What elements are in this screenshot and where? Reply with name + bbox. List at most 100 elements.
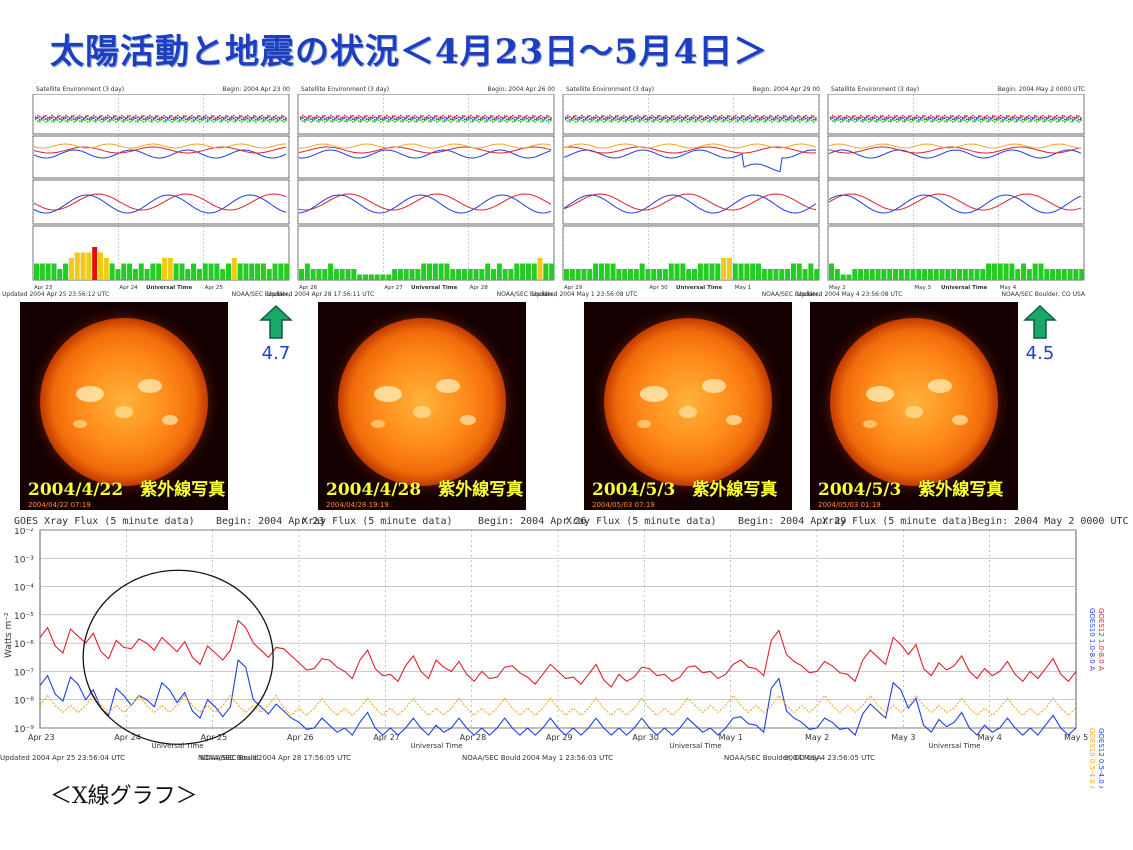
proton-flux-point xyxy=(695,116,697,118)
panel-x-tick: Apr 26 xyxy=(299,285,318,291)
proton-flux-point xyxy=(641,118,643,120)
proton-flux-point xyxy=(739,116,741,119)
proton-flux-point xyxy=(705,117,707,119)
proton-flux-point xyxy=(141,115,143,117)
sun-photo-timestamp: 2004/04/28 19:19 xyxy=(326,501,389,509)
proton-flux-point xyxy=(548,121,550,123)
proton-flux-point xyxy=(761,115,763,118)
kp-bar xyxy=(316,269,322,280)
proton-flux-point xyxy=(217,116,219,119)
proton-flux-point xyxy=(189,117,191,119)
proton-flux-point xyxy=(167,119,169,121)
proton-flux-point xyxy=(528,120,530,123)
proton-flux-point xyxy=(358,114,360,117)
proton-flux-point xyxy=(342,118,344,121)
proton-flux-point xyxy=(87,115,89,117)
proton-flux-point xyxy=(1076,116,1078,119)
proton-flux-point xyxy=(809,116,811,119)
proton-flux-point xyxy=(1066,117,1068,119)
proton-flux-point xyxy=(338,118,340,120)
proton-flux-point xyxy=(498,114,500,117)
electron-flux-line xyxy=(563,149,817,173)
proton-flux-point xyxy=(779,119,781,121)
proton-flux-point xyxy=(785,118,787,121)
proton-flux-point xyxy=(199,118,201,121)
proton-flux-point xyxy=(476,119,478,122)
proton-flux-point xyxy=(721,117,723,120)
proton-flux-point xyxy=(374,119,376,121)
proton-flux-point xyxy=(412,118,414,121)
proton-flux-point xyxy=(199,121,201,123)
proton-flux-point xyxy=(920,119,922,121)
proton-flux-point xyxy=(145,119,147,122)
proton-flux-point xyxy=(761,118,763,121)
proton-flux-point xyxy=(279,118,281,121)
proton-flux-point xyxy=(243,117,245,119)
proton-flux-point xyxy=(269,121,271,123)
proton-flux-point xyxy=(255,118,257,121)
proton-flux-point xyxy=(534,121,536,123)
proton-flux-point xyxy=(898,117,900,119)
proton-flux-point xyxy=(71,116,73,119)
proton-flux-point xyxy=(1006,119,1008,122)
proton-flux-point xyxy=(143,118,145,121)
proton-flux-point xyxy=(514,119,516,121)
proton-flux-point xyxy=(123,119,125,121)
proton-flux-point xyxy=(815,117,817,119)
proton-flux-point xyxy=(352,118,354,120)
proton-flux-point xyxy=(480,117,482,119)
proton-flux-point xyxy=(892,118,894,120)
proton-flux-point xyxy=(91,118,93,121)
proton-flux-point xyxy=(458,116,460,119)
proton-flux-point xyxy=(767,116,769,119)
kp-bar xyxy=(945,269,951,280)
proton-flux-point xyxy=(167,118,169,120)
panel-footer-right: NOAA/SEC Boulder, xyxy=(496,291,555,298)
proton-flux-point xyxy=(599,119,601,121)
proton-flux-point xyxy=(468,118,470,121)
kp-bar xyxy=(564,269,570,280)
proton-flux-point xyxy=(217,118,219,121)
proton-flux-point xyxy=(241,118,243,121)
proton-flux-point xyxy=(771,118,773,121)
proton-flux-point xyxy=(398,116,400,118)
proton-flux-point xyxy=(518,115,520,117)
proton-flux-point xyxy=(79,120,81,122)
proton-flux-point xyxy=(231,118,233,121)
proton-flux-point xyxy=(215,118,217,121)
kp-bar xyxy=(86,252,92,280)
proton-flux-point xyxy=(573,116,575,119)
proton-flux-point xyxy=(936,115,938,117)
proton-flux-point xyxy=(872,116,874,119)
proton-flux-point xyxy=(428,117,430,120)
proton-flux-point xyxy=(546,114,548,117)
proton-flux-point xyxy=(460,116,462,119)
kp-bar xyxy=(103,258,109,280)
proton-flux-point xyxy=(247,120,249,123)
proton-flux-point xyxy=(279,117,281,120)
proton-flux-point xyxy=(966,115,968,117)
proton-flux-point xyxy=(141,116,143,119)
proton-flux-point xyxy=(265,118,267,121)
proton-flux-point xyxy=(534,118,536,121)
proton-flux-point xyxy=(994,115,996,118)
proton-flux-point xyxy=(854,121,856,123)
proton-flux-point xyxy=(791,114,793,117)
proton-flux-point xyxy=(627,119,629,121)
proton-flux-point xyxy=(386,117,388,119)
proton-flux-point xyxy=(171,121,173,123)
proton-flux-point xyxy=(273,116,275,119)
kp-bar xyxy=(363,274,369,280)
proton-flux-point xyxy=(177,117,179,120)
electron-flux-line xyxy=(33,146,287,154)
proton-flux-point xyxy=(641,117,643,119)
proton-flux-point xyxy=(625,121,627,123)
proton-flux-point xyxy=(93,117,95,119)
proton-flux-point xyxy=(65,114,67,117)
xray-footer-left: 2004 May 4 23:56:05 UTC xyxy=(784,754,875,762)
proton-flux-point xyxy=(765,120,767,123)
proton-flux-point xyxy=(1080,117,1082,119)
proton-flux-point xyxy=(73,115,75,117)
kp-bar xyxy=(1044,269,1050,280)
